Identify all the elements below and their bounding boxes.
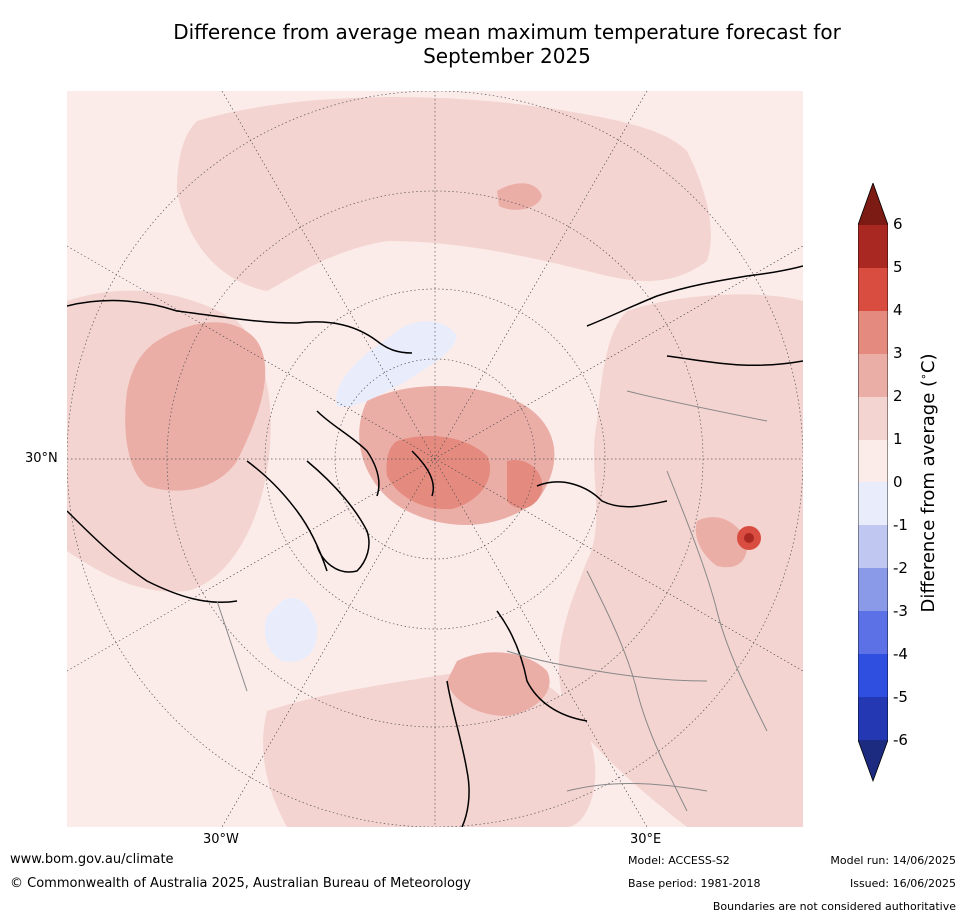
colorbar-tick-minus-3: -3 bbox=[893, 602, 908, 620]
colorbar-segment-lt-minus-6 bbox=[858, 740, 888, 781]
colorbar-segment-minus-5-minus-4 bbox=[858, 654, 888, 697]
colorbar-tick-1: 1 bbox=[893, 430, 903, 448]
anomaly-region-1-2-east bbox=[558, 294, 803, 827]
colorbar-tick-minus-1: -1 bbox=[893, 516, 908, 534]
footer-issued: Issued: 16/06/2025 bbox=[849, 877, 956, 890]
colorbar-tick-5: 5 bbox=[893, 258, 903, 276]
map-title: Difference from average mean maximum tem… bbox=[0, 20, 965, 68]
anomaly-region-3-4-siberia bbox=[507, 460, 543, 509]
colorbar-segment-4-5 bbox=[858, 268, 888, 311]
anomaly-region-minus-1-0-atlantic bbox=[264, 597, 318, 662]
polar-map bbox=[67, 91, 803, 827]
national-boundaries bbox=[216, 390, 768, 812]
colorbar-tick-6: 6 bbox=[893, 215, 903, 233]
footer-disclaimer: Boundaries are not considered authoritat… bbox=[712, 900, 956, 913]
footer-copyright: © Commonwealth of Australia 2025, Austra… bbox=[10, 876, 471, 891]
colorbar-label-unit: C) bbox=[918, 353, 939, 374]
anomaly-region-2-3-asia bbox=[695, 517, 748, 568]
colorbar-tick-minus-4: -4 bbox=[893, 645, 908, 663]
colorbar-tick-4: 4 bbox=[893, 301, 903, 319]
anomaly-region-minus-1-0-arctic bbox=[336, 321, 457, 407]
anomaly-region-3-4-arctic bbox=[386, 436, 491, 510]
colorbar-segment-minus-4-minus-3 bbox=[858, 611, 888, 654]
colorbar-segment-minus-3-minus-2 bbox=[858, 568, 888, 611]
anomaly-hotspot-5-6 bbox=[744, 533, 754, 543]
footer-base-period: Base period: 1981-2018 bbox=[628, 877, 761, 890]
colorbar-segment-3-4 bbox=[858, 311, 888, 354]
latitude-label-30n: 30°N bbox=[25, 451, 58, 466]
anomaly-region-2-3-north-america bbox=[125, 322, 266, 491]
colorbar-segment-minus-6-minus-5 bbox=[858, 697, 888, 740]
colorbar-tick-minus-6: -6 bbox=[893, 731, 908, 749]
colorbar-tick-minus-2: -2 bbox=[893, 559, 908, 577]
footer-model-run: Model run: 14/06/2025 bbox=[830, 854, 956, 867]
footer-website: www.bom.gov.au/climate bbox=[10, 852, 174, 867]
colorbar-segment-0-1 bbox=[858, 440, 888, 482]
colorbar-label: Difference from average (∘C) bbox=[917, 353, 939, 613]
colorbar-segment-5-6 bbox=[858, 225, 888, 268]
graticule bbox=[67, 91, 803, 827]
anomaly-region-2-3-north-pacific bbox=[497, 183, 542, 210]
title-line-2: September 2025 bbox=[423, 44, 591, 68]
colorbar bbox=[858, 183, 888, 783]
title-line-1: Difference from average mean maximum tem… bbox=[173, 20, 841, 44]
longitude-label-30e: 30°E bbox=[630, 832, 662, 847]
colorbar-tick-minus-5: -5 bbox=[893, 688, 908, 706]
colorbar-label-text: Difference from average ( bbox=[918, 379, 939, 613]
colorbar-segment-gt6 bbox=[858, 183, 888, 225]
colorbar-segment-1-2 bbox=[858, 397, 888, 440]
colorbar-outline bbox=[858, 183, 888, 783]
colorbar-tick-3: 3 bbox=[893, 344, 903, 362]
colorbar-tick-2: 2 bbox=[893, 387, 903, 405]
colorbar-segment-2-3 bbox=[858, 354, 888, 397]
map-canvas bbox=[67, 91, 803, 827]
coastlines bbox=[67, 265, 803, 827]
longitude-label-30w: 30°W bbox=[203, 832, 239, 847]
footer-model: Model: ACCESS-S2 bbox=[628, 854, 730, 867]
colorbar-segment-minus-1-0 bbox=[858, 482, 888, 525]
anomaly-region-1-2-north bbox=[177, 97, 711, 291]
colorbar-tick-0: 0 bbox=[893, 473, 903, 491]
colorbar-segment-minus-2-minus-1 bbox=[858, 525, 888, 568]
